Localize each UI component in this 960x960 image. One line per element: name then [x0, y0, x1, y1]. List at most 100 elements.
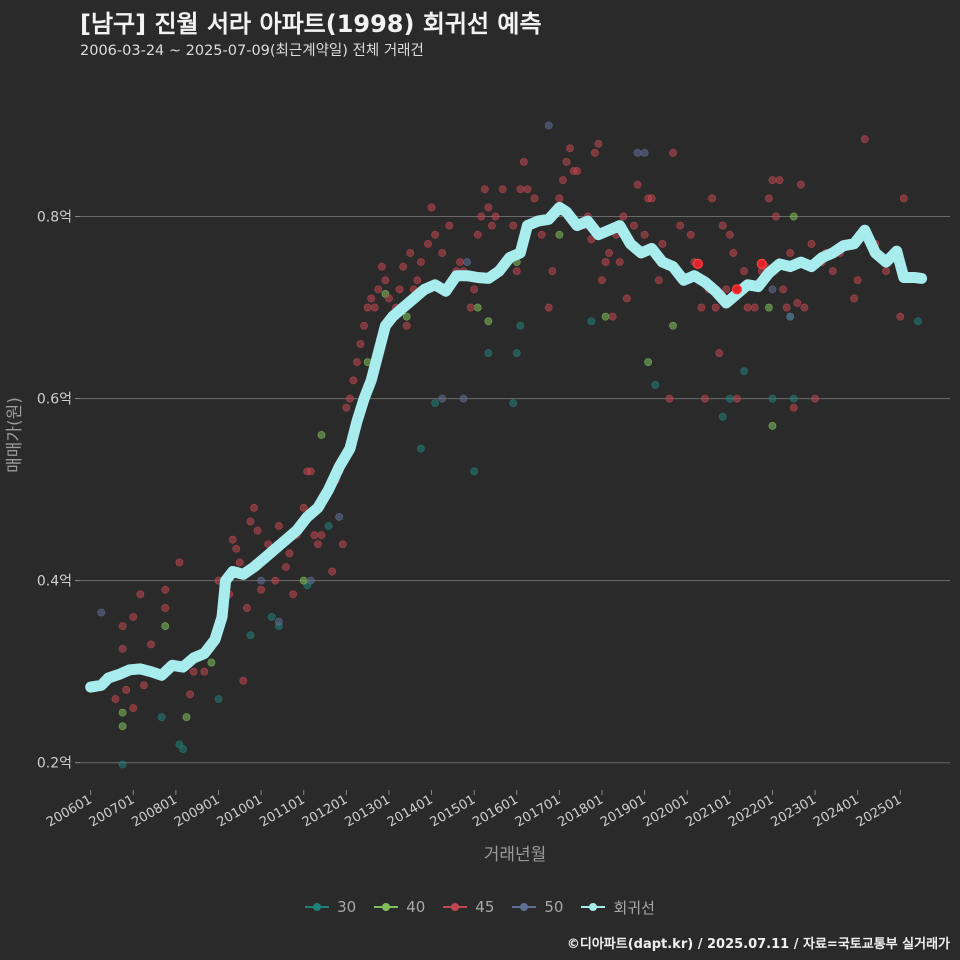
- point-size-45: [796, 180, 805, 189]
- point-size-45: [807, 239, 816, 248]
- point-size-45: [562, 158, 571, 166]
- point-size-45: [314, 540, 322, 549]
- point-size-45: [800, 303, 809, 312]
- point-size-45: [111, 695, 120, 703]
- point-size-45: [530, 194, 539, 203]
- point-size-45: [395, 285, 404, 294]
- point-size-45: [647, 194, 656, 203]
- point-size-45: [590, 148, 599, 157]
- x-tick-label: 201001: [215, 792, 265, 830]
- point-size-45: [200, 667, 209, 676]
- point-size-45: [537, 230, 546, 239]
- point-size-45: [250, 503, 258, 512]
- point-size-45: [519, 158, 528, 166]
- chart-title: [남구] 진월 서라 아파트(1998) 회귀선 예측: [80, 10, 542, 38]
- point-size-45: [122, 685, 131, 694]
- point-size-45: [345, 394, 354, 403]
- point-size-45: [598, 276, 606, 285]
- point-size-45: [140, 681, 148, 690]
- legend-label: 30: [337, 898, 357, 916]
- point-size-50: [257, 576, 266, 585]
- point-size-45: [899, 194, 908, 203]
- point-size-45: [147, 640, 155, 649]
- gridlines: [80, 216, 950, 764]
- point-size-40: [118, 708, 127, 717]
- point-size-40: [768, 421, 777, 430]
- point-size-45: [445, 221, 454, 230]
- point-size-45: [480, 185, 489, 194]
- point-size-30: [214, 695, 223, 703]
- point-size-40: [484, 317, 493, 326]
- point-size-30: [651, 381, 660, 389]
- point-size-30: [246, 631, 255, 640]
- point-size-50: [306, 576, 315, 585]
- point-size-45: [722, 285, 731, 294]
- point-size-40: [789, 212, 798, 221]
- point-size-45: [381, 276, 390, 285]
- point-size-45: [715, 349, 724, 357]
- point-size-40: [207, 658, 216, 667]
- point-size-45: [708, 194, 716, 203]
- point-size-45: [718, 221, 727, 230]
- point-size-45: [896, 312, 905, 321]
- point-size-40: [402, 312, 411, 321]
- caption: ©디아파트(dapt.kr) / 2025.07.11 / 자료=국토교통부 실…: [566, 937, 950, 952]
- y-axis-ticks: 0.2억 0.4억 0.6억 0.8억: [37, 210, 80, 772]
- point-size-50: [786, 312, 795, 321]
- legend-key: [512, 900, 537, 914]
- point-size-45: [161, 585, 170, 594]
- point-size-30: [516, 321, 525, 330]
- point-size-45: [491, 212, 500, 221]
- point-size-45: [850, 294, 859, 303]
- point-size-45: [733, 394, 741, 403]
- point-size-30: [470, 467, 479, 476]
- point-size-45: [406, 249, 415, 257]
- point-size-45: [470, 285, 479, 294]
- x-tick-label: 202201: [726, 792, 776, 830]
- point-size-45: [512, 267, 521, 276]
- point-size-45: [385, 294, 393, 303]
- point-size-30: [431, 399, 440, 408]
- point-size-45: [246, 517, 255, 526]
- legend-key: [443, 900, 468, 914]
- x-tick-label: 201501: [428, 792, 478, 830]
- x-tick-label: 201801: [556, 792, 606, 830]
- point-size-45: [548, 267, 557, 276]
- point-size-45: [427, 203, 436, 212]
- highlight-point: [756, 258, 767, 269]
- point-size-45: [523, 185, 532, 194]
- point-size-30: [768, 394, 777, 403]
- highlight-point: [731, 284, 743, 295]
- point-size-45: [711, 303, 720, 312]
- point-size-45: [161, 604, 170, 612]
- point-size-45: [772, 212, 780, 221]
- x-tick-label: 200901: [172, 792, 222, 830]
- point-size-50: [544, 121, 553, 130]
- point-size-45: [235, 558, 244, 567]
- point-size-45: [860, 135, 869, 144]
- point-size-45: [779, 285, 788, 294]
- point-size-40: [182, 713, 191, 722]
- point-size-40: [118, 722, 127, 731]
- x-tick-label: 200801: [129, 792, 179, 830]
- point-size-30: [267, 613, 276, 621]
- x-tick-label: 202301: [769, 792, 819, 830]
- point-size-45: [488, 221, 496, 230]
- point-size-45: [374, 285, 383, 294]
- point-size-45: [438, 249, 447, 257]
- point-size-45: [299, 503, 308, 512]
- legend-label: 50: [544, 898, 564, 916]
- point-size-40: [161, 622, 170, 631]
- point-size-45: [367, 294, 376, 303]
- point-size-45: [271, 576, 280, 585]
- point-size-45: [764, 194, 773, 203]
- highlight-point: [692, 258, 703, 269]
- point-size-45: [129, 704, 138, 712]
- point-size-50: [768, 285, 777, 294]
- point-size-45: [729, 249, 738, 257]
- point-size-40: [473, 303, 482, 312]
- x-tick-label: 201901: [598, 792, 648, 830]
- point-size-30: [484, 349, 493, 357]
- legend-label: 회귀선: [613, 898, 655, 917]
